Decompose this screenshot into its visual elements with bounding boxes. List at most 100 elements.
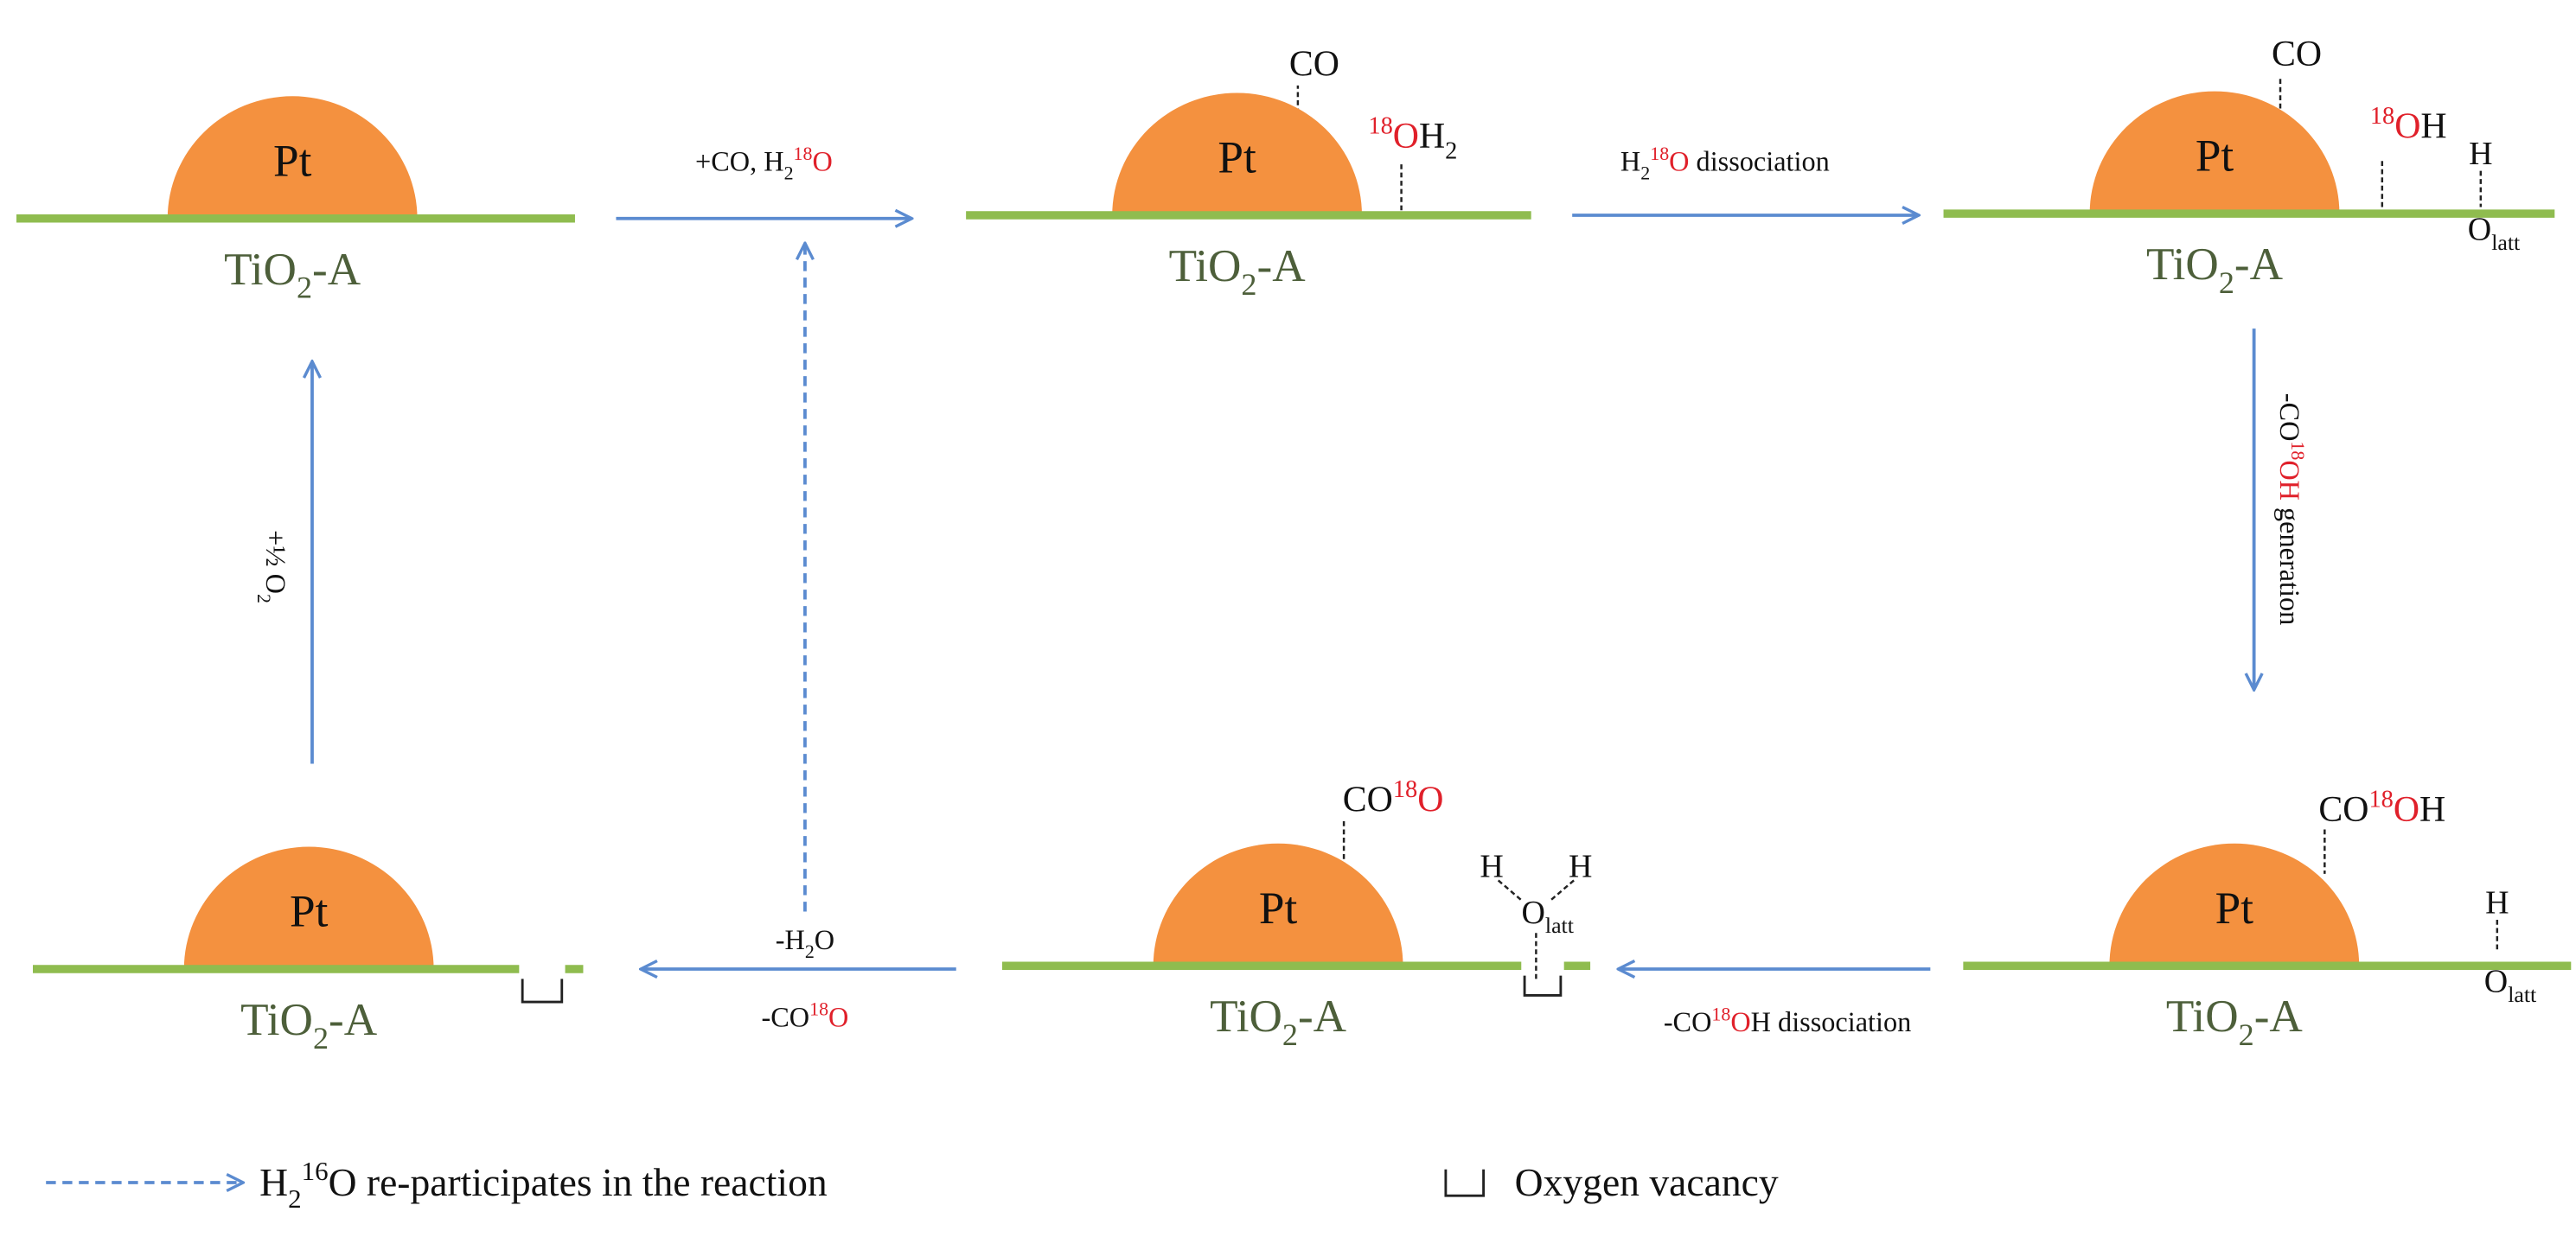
label-part: O (2484, 964, 2508, 1000)
label-part: 2 (1445, 138, 1457, 165)
pt-particle (2089, 91, 2340, 214)
pt-particle (167, 96, 418, 219)
pt-particle (1153, 843, 1403, 966)
pt-particle (183, 846, 434, 970)
label-part: -A (2234, 239, 2284, 290)
label: Olatt (2484, 964, 2537, 1007)
label-part: 18 (2370, 103, 2394, 130)
label-part: 18 (2287, 441, 2309, 460)
label-part: +½ O (260, 530, 291, 594)
label-part: O (815, 924, 834, 955)
label: H (1480, 849, 1503, 885)
label-part: 2 (1640, 162, 1650, 183)
label-part: 18 (809, 998, 828, 1020)
label-part: TiO (1210, 991, 1282, 1042)
label-part: O (1521, 895, 1544, 931)
label-part: -CO (2274, 393, 2305, 442)
support-label: TiO2-A (1169, 240, 1307, 302)
label-part: 2 (297, 271, 312, 305)
label: +½ O2 (253, 530, 291, 603)
label: CO18OH (2318, 786, 2445, 830)
metal-label: Pt (1259, 883, 1298, 934)
label-part: 2 (784, 162, 794, 183)
label: 18OH (2370, 103, 2447, 147)
support-label: TiO2-A (2146, 239, 2284, 300)
label: +CO, H218O (695, 143, 833, 184)
support-label: TiO2-A (240, 994, 378, 1055)
label: -H2O (776, 924, 834, 962)
label-part: 2 (253, 594, 275, 603)
label: -CO18O (762, 998, 849, 1033)
metal-label: Pt (2215, 883, 2254, 934)
label-part: O (2468, 211, 2491, 247)
label-part: 16 (302, 1156, 329, 1186)
label: H218O dissociation (1620, 143, 1830, 184)
label: Olatt (1521, 895, 1574, 938)
label-part: H (2469, 136, 2492, 172)
label: 18OH2 (1368, 112, 1457, 164)
label-part: 2 (2219, 265, 2234, 300)
label-part: 2 (1241, 267, 1256, 302)
label-part: O (1393, 117, 1419, 156)
label-part: 2 (313, 1021, 329, 1055)
label-part: -CO (1664, 1006, 1712, 1037)
legend-text: H216O re-participates in the reaction (259, 1156, 828, 1214)
metal-label: Pt (1218, 132, 1256, 183)
label-part: H (2420, 107, 2446, 147)
label-part: TiO (1169, 240, 1242, 291)
support-label: TiO2-A (2166, 991, 2304, 1052)
bond (1497, 879, 1523, 902)
label-part: generation (2274, 501, 2305, 625)
label-part: H (2419, 790, 2445, 830)
label-part: O (828, 1002, 848, 1033)
label-part: H (1620, 146, 1640, 177)
label-part: latt (2491, 230, 2521, 255)
metal-label: Pt (290, 886, 329, 937)
support-label: TiO2-A (1210, 991, 1347, 1052)
label: H (2469, 136, 2492, 172)
oxygen-vacancy (1523, 975, 1563, 997)
label-part: H (259, 1160, 288, 1204)
label-part: OH (2274, 460, 2305, 501)
oxygen-vacancy (521, 979, 564, 1004)
label-part: 18 (2368, 786, 2393, 813)
label-part: O (813, 146, 833, 177)
bond (1550, 879, 1575, 902)
label-part: 2 (805, 941, 815, 962)
label-part: O (1730, 1006, 1750, 1037)
diagram-layer: PtTiO2-APtTiO2-APtTiO2-APtTiO2-APtTiO2-A… (16, 35, 2572, 1214)
label: Olatt (2468, 211, 2521, 254)
label-part: 18 (794, 143, 813, 164)
legend-vacancy-symbol (1444, 1169, 1486, 1197)
label-part: H (2485, 884, 2509, 921)
pt-particle (1112, 92, 1362, 215)
label-part: CO (2272, 35, 2322, 74)
label-part: H (1419, 117, 1445, 156)
legend-text: Oxygen vacancy (1515, 1160, 1779, 1204)
label-part: TiO (240, 994, 313, 1045)
label-part: -A (329, 994, 378, 1045)
label-part: 18 (1650, 143, 1669, 164)
label-part: O (2394, 790, 2419, 830)
label-part: O (2394, 107, 2420, 147)
label: -CO18OH generation (2274, 393, 2309, 625)
label-part: 18 (1368, 112, 1392, 139)
label-part: +CO, H (695, 146, 784, 177)
label-part: latt (2508, 982, 2537, 1007)
label-part: TiO (2166, 991, 2239, 1042)
label-part: TiO (2146, 239, 2219, 290)
label: CO18O (1343, 776, 1444, 820)
label-part: CO (1343, 781, 1393, 820)
label-part: -H (776, 924, 805, 955)
label-part: -A (1256, 240, 1306, 291)
metal-label: Pt (273, 135, 312, 186)
label-part: -A (1298, 991, 1347, 1042)
label-part: -A (312, 244, 361, 295)
label: CO (2272, 35, 2322, 74)
label: -CO18OH dissociation (1664, 1003, 1911, 1037)
label-part: 2 (1282, 1017, 1298, 1052)
label-part: 18 (1393, 776, 1417, 803)
label-part: H dissociation (1751, 1006, 1912, 1037)
metal-label: Pt (2196, 131, 2234, 182)
